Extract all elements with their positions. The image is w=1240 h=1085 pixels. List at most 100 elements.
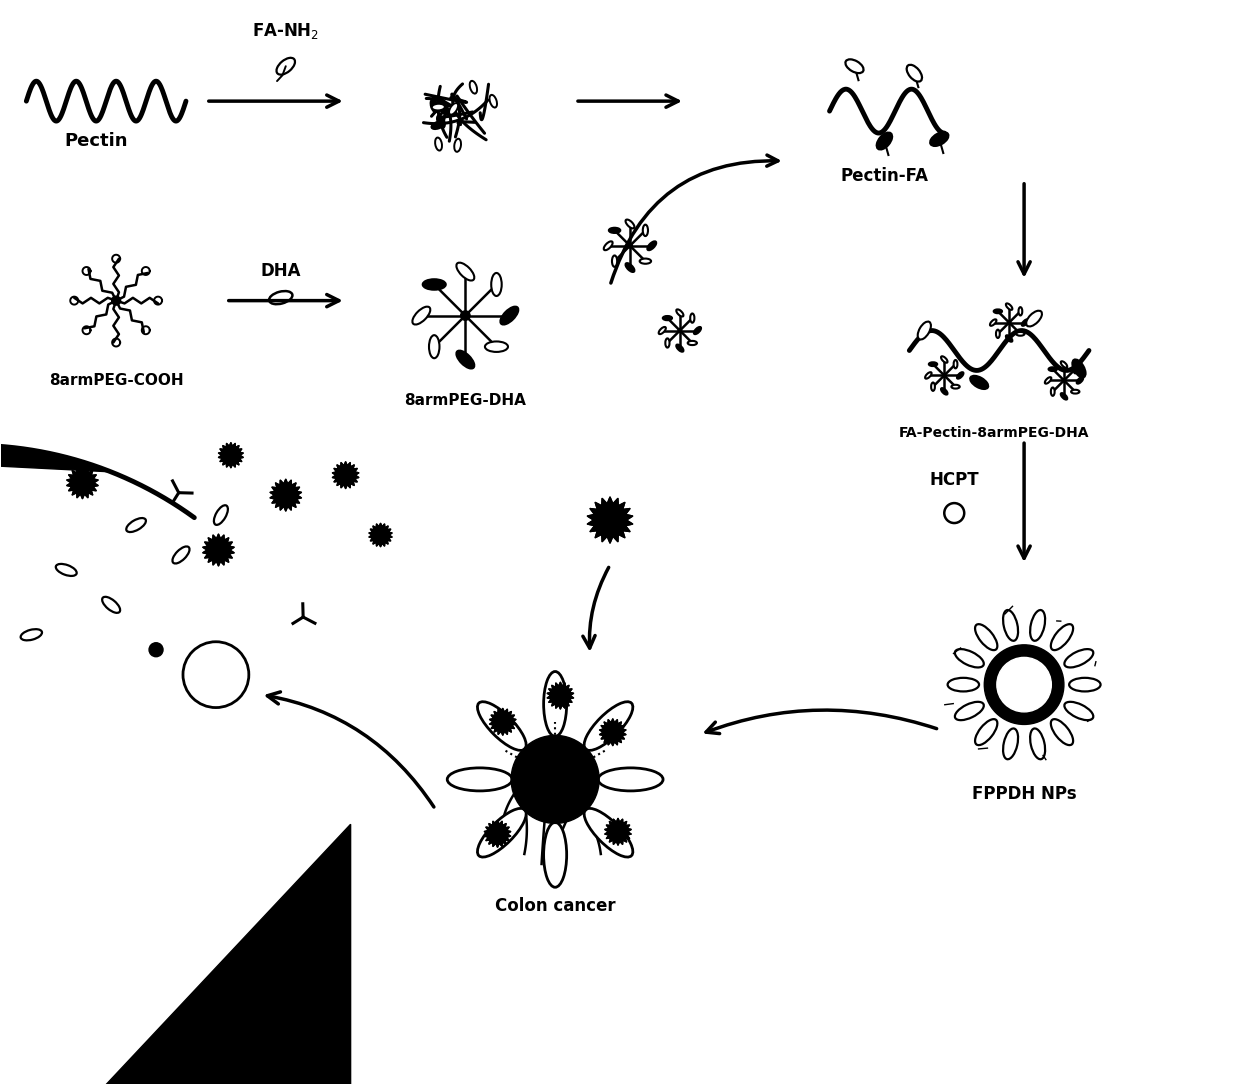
Ellipse shape	[501, 307, 518, 324]
Ellipse shape	[490, 94, 497, 107]
Polygon shape	[206, 664, 226, 685]
Ellipse shape	[456, 263, 474, 281]
Ellipse shape	[918, 321, 931, 340]
Ellipse shape	[1069, 678, 1101, 691]
Ellipse shape	[439, 104, 449, 115]
Polygon shape	[270, 480, 301, 511]
Ellipse shape	[172, 547, 190, 563]
Polygon shape	[67, 467, 98, 499]
Ellipse shape	[126, 518, 146, 532]
Ellipse shape	[975, 624, 997, 650]
Ellipse shape	[1049, 367, 1056, 371]
Ellipse shape	[1027, 310, 1042, 327]
Circle shape	[1033, 680, 1043, 689]
Ellipse shape	[625, 264, 635, 272]
Ellipse shape	[584, 808, 632, 857]
Ellipse shape	[102, 597, 120, 613]
Circle shape	[511, 736, 599, 824]
Circle shape	[1013, 692, 1022, 701]
Ellipse shape	[955, 702, 983, 720]
Ellipse shape	[877, 132, 892, 150]
Ellipse shape	[691, 314, 694, 322]
Ellipse shape	[604, 241, 613, 251]
Ellipse shape	[929, 362, 937, 366]
Ellipse shape	[470, 81, 477, 93]
Polygon shape	[600, 719, 626, 745]
Ellipse shape	[477, 808, 526, 857]
Ellipse shape	[613, 255, 618, 267]
Ellipse shape	[941, 388, 947, 395]
Circle shape	[1007, 321, 1011, 324]
Ellipse shape	[1050, 387, 1055, 396]
Ellipse shape	[663, 316, 672, 320]
Ellipse shape	[1006, 335, 1012, 342]
Ellipse shape	[21, 629, 42, 640]
Ellipse shape	[1060, 393, 1068, 399]
Ellipse shape	[1045, 378, 1052, 384]
Ellipse shape	[1060, 361, 1068, 368]
Ellipse shape	[1022, 319, 1028, 326]
Ellipse shape	[543, 672, 567, 737]
Ellipse shape	[215, 506, 228, 525]
Ellipse shape	[941, 356, 947, 362]
Polygon shape	[370, 523, 392, 547]
Ellipse shape	[430, 100, 438, 112]
Ellipse shape	[491, 273, 502, 296]
Ellipse shape	[676, 345, 683, 352]
Ellipse shape	[436, 115, 445, 128]
Ellipse shape	[1050, 624, 1073, 650]
Ellipse shape	[448, 768, 512, 791]
Text: Pectin-FA: Pectin-FA	[841, 167, 929, 184]
Ellipse shape	[269, 291, 293, 304]
Ellipse shape	[954, 360, 957, 368]
Ellipse shape	[990, 319, 997, 326]
Ellipse shape	[993, 309, 1002, 314]
Circle shape	[149, 642, 162, 656]
Ellipse shape	[957, 372, 963, 379]
Ellipse shape	[485, 342, 508, 352]
Text: 8armPEG-COOH: 8armPEG-COOH	[48, 373, 184, 388]
Circle shape	[1063, 379, 1065, 382]
Circle shape	[1027, 668, 1035, 677]
Polygon shape	[0, 445, 351, 1085]
Polygon shape	[203, 534, 234, 566]
Ellipse shape	[1006, 304, 1012, 310]
Ellipse shape	[1064, 649, 1094, 667]
Ellipse shape	[955, 649, 983, 667]
Ellipse shape	[1073, 359, 1085, 378]
Ellipse shape	[1076, 378, 1084, 384]
Text: FPPDH NPs: FPPDH NPs	[972, 786, 1076, 803]
Ellipse shape	[1003, 610, 1018, 641]
Ellipse shape	[277, 58, 295, 75]
Ellipse shape	[947, 678, 980, 691]
Ellipse shape	[625, 219, 635, 229]
Ellipse shape	[930, 132, 949, 145]
Polygon shape	[332, 462, 358, 488]
Ellipse shape	[1018, 307, 1022, 316]
Ellipse shape	[975, 719, 997, 745]
Ellipse shape	[666, 339, 670, 347]
Ellipse shape	[429, 335, 439, 358]
Ellipse shape	[1017, 332, 1024, 335]
Circle shape	[112, 296, 120, 305]
Polygon shape	[218, 443, 243, 468]
Circle shape	[1027, 692, 1035, 701]
Circle shape	[184, 641, 249, 707]
Ellipse shape	[970, 375, 988, 390]
Text: FA-Pectin-8armPEG-DHA: FA-Pectin-8armPEG-DHA	[899, 426, 1090, 441]
Ellipse shape	[423, 279, 445, 290]
Circle shape	[945, 503, 965, 523]
Text: Pectin: Pectin	[64, 132, 128, 150]
Ellipse shape	[996, 330, 999, 339]
Ellipse shape	[477, 702, 526, 751]
Ellipse shape	[456, 350, 474, 369]
Ellipse shape	[449, 103, 458, 115]
Circle shape	[627, 243, 632, 248]
Ellipse shape	[1064, 702, 1094, 720]
Ellipse shape	[598, 768, 663, 791]
Ellipse shape	[658, 327, 666, 334]
Circle shape	[1021, 680, 1028, 689]
Polygon shape	[485, 820, 511, 847]
Circle shape	[985, 644, 1064, 725]
Circle shape	[942, 373, 946, 378]
